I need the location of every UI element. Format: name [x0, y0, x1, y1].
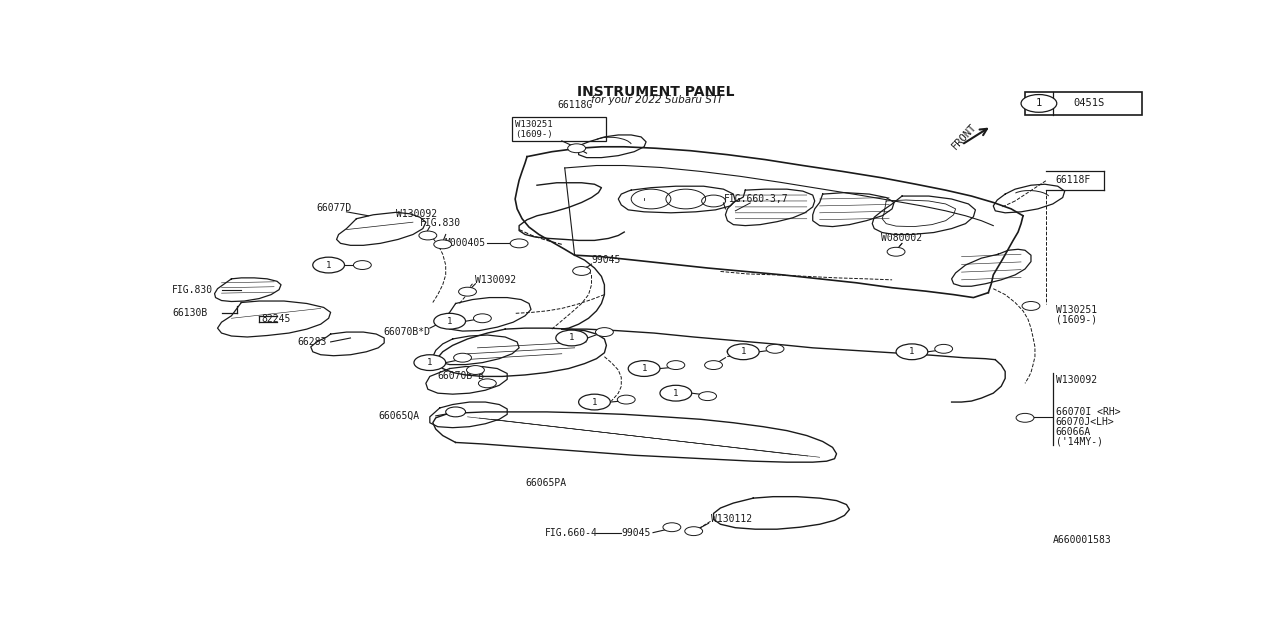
- Text: ('14MY-): ('14MY-): [1056, 436, 1103, 447]
- Bar: [512, 117, 607, 141]
- Circle shape: [1016, 413, 1034, 422]
- Text: 66070B*B: 66070B*B: [438, 371, 485, 381]
- Circle shape: [595, 328, 613, 337]
- Circle shape: [445, 407, 466, 417]
- Text: 66065QA: 66065QA: [379, 411, 420, 421]
- Text: (1609-): (1609-): [515, 130, 553, 139]
- Text: 1: 1: [641, 364, 646, 373]
- Text: 1: 1: [673, 388, 678, 397]
- Text: 99045: 99045: [621, 527, 650, 538]
- Text: INSTRUMENT PANEL: INSTRUMENT PANEL: [577, 84, 735, 99]
- Text: 66130B: 66130B: [172, 308, 207, 318]
- Text: 66066A: 66066A: [1056, 427, 1091, 436]
- Circle shape: [511, 239, 529, 248]
- Text: W130251: W130251: [515, 120, 553, 129]
- Text: (1609-): (1609-): [1056, 314, 1097, 324]
- Circle shape: [474, 314, 492, 323]
- Circle shape: [887, 247, 905, 256]
- Text: W130092: W130092: [475, 275, 517, 285]
- Text: 0451S: 0451S: [1073, 99, 1105, 108]
- Circle shape: [453, 353, 471, 362]
- Circle shape: [660, 385, 691, 401]
- Text: 66070B*D: 66070B*D: [383, 327, 430, 337]
- Text: FRONT: FRONT: [950, 122, 978, 152]
- Text: 66070J<LH>: 66070J<LH>: [1056, 417, 1115, 427]
- Text: 1: 1: [428, 358, 433, 367]
- Circle shape: [934, 344, 952, 353]
- Text: 1: 1: [591, 397, 598, 406]
- Circle shape: [466, 365, 484, 374]
- Text: 66283: 66283: [297, 337, 326, 347]
- Circle shape: [727, 344, 759, 360]
- Circle shape: [896, 344, 928, 360]
- Circle shape: [1021, 301, 1039, 310]
- Circle shape: [699, 392, 717, 401]
- Text: FIG.830: FIG.830: [172, 285, 212, 294]
- Text: 66118G: 66118G: [557, 100, 593, 110]
- Text: 1: 1: [909, 348, 915, 356]
- Text: W130092: W130092: [396, 209, 438, 219]
- Circle shape: [434, 314, 466, 329]
- Circle shape: [568, 144, 585, 153]
- Text: W080002: W080002: [882, 233, 923, 243]
- Text: W130251: W130251: [1056, 305, 1097, 316]
- Circle shape: [353, 260, 371, 269]
- Text: 66118F: 66118F: [1055, 175, 1091, 186]
- Text: M000405: M000405: [444, 238, 485, 248]
- Circle shape: [579, 394, 611, 410]
- Circle shape: [572, 266, 590, 275]
- Circle shape: [628, 361, 660, 376]
- Text: 1: 1: [1036, 99, 1042, 108]
- Text: 1: 1: [741, 348, 746, 356]
- Text: 99045: 99045: [726, 349, 755, 359]
- Circle shape: [419, 231, 436, 240]
- Circle shape: [556, 330, 588, 346]
- Text: 66065PA: 66065PA: [525, 478, 566, 488]
- Circle shape: [479, 379, 497, 388]
- Circle shape: [312, 257, 344, 273]
- Circle shape: [617, 395, 635, 404]
- Text: FIG.830: FIG.830: [420, 218, 461, 228]
- Bar: [1025, 92, 1142, 115]
- Circle shape: [458, 287, 476, 296]
- Text: 99045: 99045: [591, 255, 621, 265]
- Text: 1: 1: [570, 333, 575, 342]
- Text: 66077D: 66077D: [316, 204, 352, 213]
- Text: FIG.660-3,7: FIG.660-3,7: [723, 194, 788, 204]
- Text: A660001583: A660001583: [1053, 535, 1111, 545]
- Circle shape: [434, 240, 452, 249]
- Circle shape: [667, 361, 685, 369]
- Circle shape: [685, 527, 703, 536]
- Text: W130092: W130092: [1056, 375, 1097, 385]
- Text: 1: 1: [326, 260, 332, 269]
- Circle shape: [663, 523, 681, 532]
- Text: FIG.660-4: FIG.660-4: [545, 527, 598, 538]
- Text: 66070I <RH>: 66070I <RH>: [1056, 407, 1120, 417]
- Circle shape: [767, 344, 783, 353]
- Text: 82245: 82245: [261, 314, 291, 324]
- Circle shape: [413, 355, 445, 371]
- Text: W130112: W130112: [710, 515, 751, 524]
- Text: 1: 1: [447, 317, 452, 326]
- Text: for your 2022 Subaru STI: for your 2022 Subaru STI: [591, 95, 721, 105]
- Circle shape: [1021, 95, 1057, 112]
- Circle shape: [704, 361, 722, 369]
